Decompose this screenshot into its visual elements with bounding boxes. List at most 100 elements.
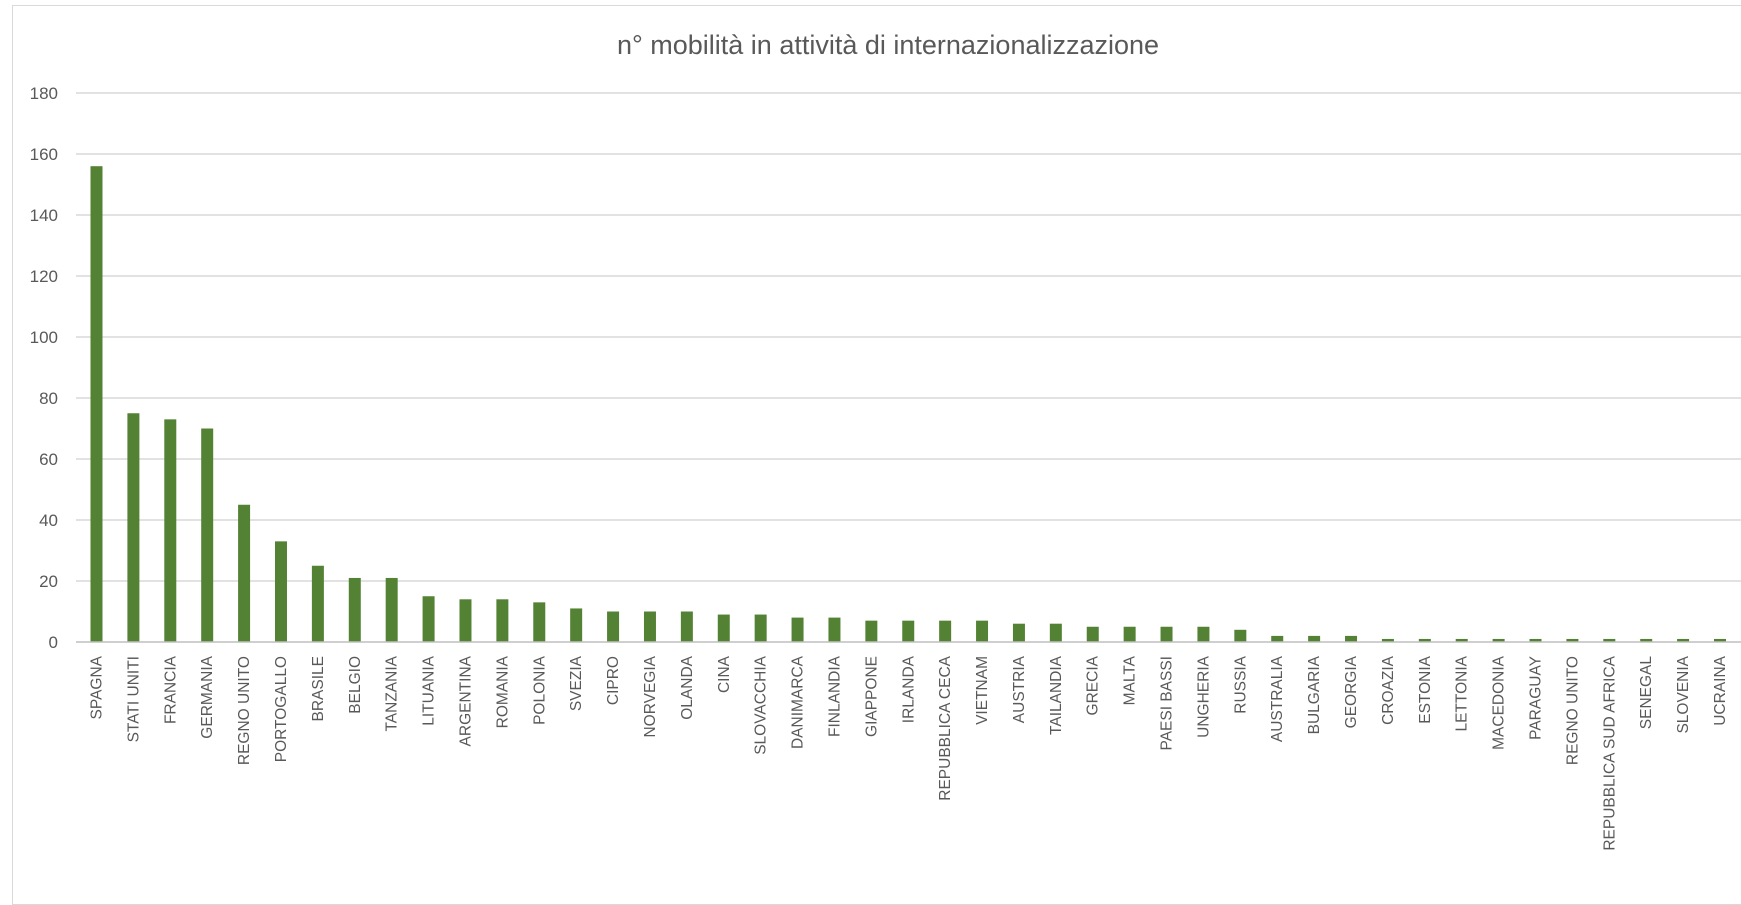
- bar: [1012, 623, 1025, 642]
- x-tick-label: STATI UNITI: [125, 656, 142, 742]
- x-tick-label: ARGENTINA: [457, 655, 474, 746]
- bar: [902, 620, 915, 642]
- y-tick-label: 40: [39, 511, 58, 530]
- bar: [1455, 638, 1468, 642]
- bar: [1345, 635, 1358, 642]
- gridlines: [76, 92, 1741, 582]
- bar: [1640, 638, 1653, 642]
- y-tick-label: 80: [39, 389, 58, 408]
- x-tick-label: NORVEGIA: [642, 655, 659, 737]
- x-tick-label: AUSTRALIA: [1269, 655, 1286, 742]
- y-tick-label: 180: [30, 84, 58, 103]
- bar: [533, 602, 546, 642]
- x-tick-label: UCRAINA: [1712, 655, 1729, 725]
- x-tick-label: REPUBBLICA CECA: [937, 655, 954, 800]
- y-axis-tick-labels: 0 20 40 60 80 100 120 140 160 180: [30, 84, 58, 652]
- x-tick-label: SLOVACCHIA: [753, 655, 770, 754]
- bar: [1123, 626, 1136, 642]
- x-tick-label: SPAGNA: [89, 655, 106, 719]
- x-tick-label: POLONIA: [531, 655, 548, 725]
- x-tick-label: GIAPPONE: [863, 656, 880, 737]
- x-tick-label: VIETNAM: [974, 656, 991, 725]
- y-tick-label: 140: [30, 206, 58, 225]
- bar: [717, 614, 730, 642]
- bars: [90, 166, 1726, 642]
- bar: [976, 620, 989, 642]
- bar: [164, 419, 177, 642]
- bar: [1566, 638, 1579, 642]
- bar: [1234, 629, 1247, 642]
- bar: [238, 504, 251, 642]
- bar: [754, 614, 767, 642]
- bar: [385, 577, 398, 642]
- bar: [865, 620, 878, 642]
- x-tick-label: OLANDA: [679, 655, 696, 719]
- x-tick-label: MACEDONIA: [1491, 655, 1508, 750]
- x-tick-label: RUSSIA: [1232, 655, 1249, 713]
- x-tick-label: FINLANDIA: [826, 655, 843, 737]
- bar: [1714, 638, 1726, 642]
- x-tick-label: REPUBBLICA SUD AFRICA: [1601, 655, 1618, 850]
- bar: [1160, 626, 1173, 642]
- x-tick-label: REGNO UNITO: [236, 656, 253, 765]
- bar: [643, 611, 656, 642]
- bar: [1677, 638, 1690, 642]
- y-tick-label: 0: [49, 633, 58, 652]
- x-tick-label: GRECIA: [1085, 655, 1102, 715]
- bar: [1492, 638, 1505, 642]
- x-tick-label: PORTOGALLO: [273, 656, 290, 762]
- x-tick-label: SLOVENIA: [1675, 655, 1692, 733]
- y-tick-label: 60: [39, 450, 58, 469]
- bar: [1086, 626, 1099, 642]
- bar: [1197, 626, 1210, 642]
- x-tick-label: LITUANIA: [421, 655, 438, 725]
- bar: [1049, 623, 1062, 642]
- bar: [1381, 638, 1394, 642]
- y-tick-label: 120: [30, 267, 58, 286]
- bar: [570, 608, 583, 642]
- x-tick-label: BULGARIA: [1306, 655, 1323, 734]
- bar: [496, 599, 509, 642]
- chart-title: n° mobilità in attività di internazional…: [617, 30, 1159, 60]
- y-tick-label: 160: [30, 145, 58, 164]
- x-tick-label: CROAZIA: [1380, 655, 1397, 725]
- x-tick-label: PAESI BASSI: [1159, 656, 1176, 750]
- bar: [311, 565, 324, 642]
- chart-frame: [12, 5, 1741, 905]
- x-tick-label: TAILANDIA: [1048, 655, 1065, 735]
- x-tick-label: MALTA: [1122, 655, 1139, 705]
- x-tick-label: TANZANIA: [384, 655, 401, 731]
- x-tick-label: GERMANIA: [199, 655, 216, 738]
- bar: [201, 428, 214, 642]
- x-axis-tick-labels: SPAGNA STATI UNITI FRANCIA GERMANIA REGNO UN…: [89, 655, 1730, 850]
- bar: [1418, 638, 1431, 642]
- x-tick-label: FRANCIA: [162, 655, 179, 724]
- bar: [939, 620, 952, 642]
- x-tick-label: CIPRO: [605, 656, 622, 705]
- bar: [1603, 638, 1616, 642]
- x-tick-label: DANIMARCA: [790, 655, 807, 749]
- bar: [422, 596, 435, 642]
- x-tick-label: REGNO UNITO: [1564, 656, 1581, 765]
- x-tick-label: SVEZIA: [568, 655, 585, 711]
- x-tick-label: PARAGUAY: [1528, 656, 1545, 740]
- bar: [791, 617, 804, 642]
- bar: [828, 617, 841, 642]
- x-tick-label: ESTONIA: [1417, 655, 1434, 723]
- x-tick-label: SENEGAL: [1638, 656, 1655, 730]
- bar: [127, 413, 140, 642]
- x-tick-label: ROMANIA: [494, 655, 511, 728]
- bar: [90, 166, 103, 642]
- y-tick-label: 20: [39, 572, 58, 591]
- x-tick-label: BELGIO: [347, 656, 364, 714]
- x-tick-label: IRLANDA: [900, 655, 917, 723]
- bar: [680, 611, 693, 642]
- y-tick-label: 100: [30, 328, 58, 347]
- bar-chart: n° mobilità in attività di internazional…: [30, 30, 1741, 851]
- x-tick-label: CINA: [716, 655, 733, 693]
- bar: [1271, 635, 1284, 642]
- bar: [1529, 638, 1542, 642]
- bar: [348, 577, 361, 642]
- bar: [459, 599, 472, 642]
- x-tick-label: GEORGIA: [1343, 655, 1360, 728]
